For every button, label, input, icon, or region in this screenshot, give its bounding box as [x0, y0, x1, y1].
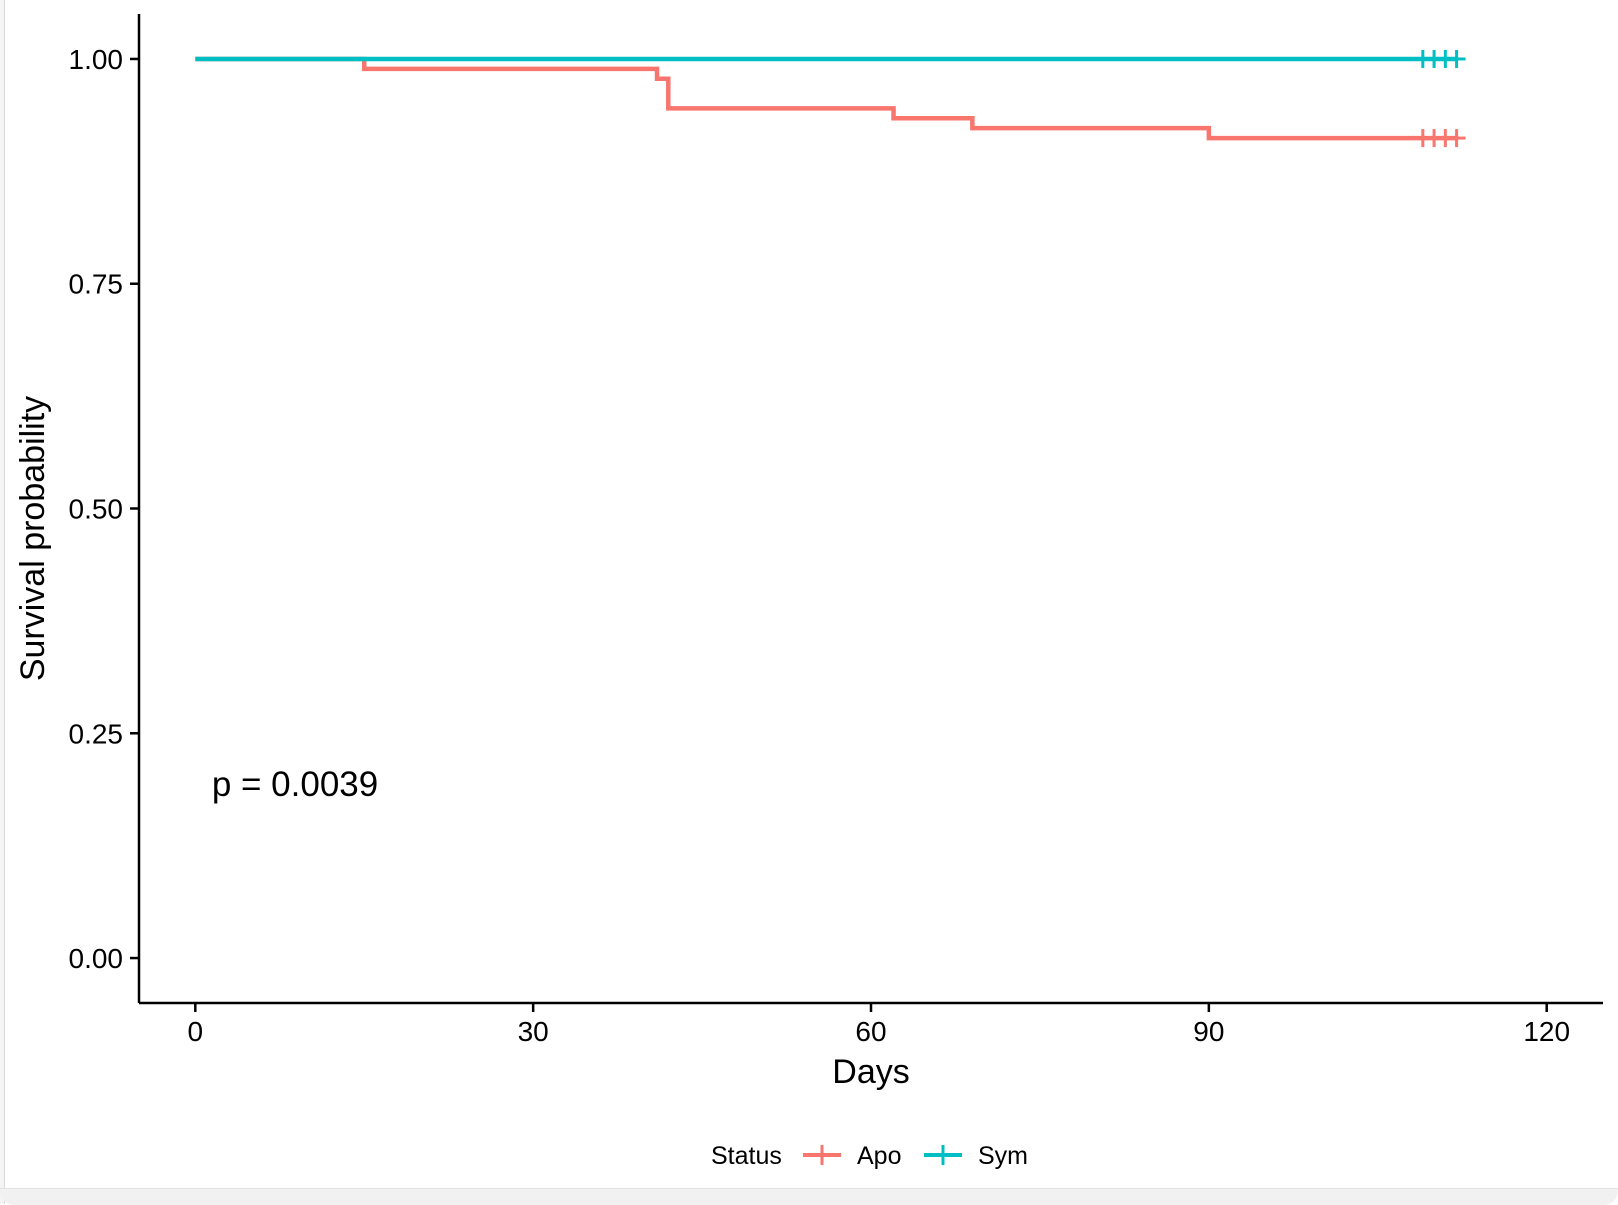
survival-curve: [195, 56, 1457, 141]
y-axis-ticks: 0.00 0.25 0.50 0.75 1.00: [69, 44, 139, 974]
p-value-annotation: p = 0.0039: [212, 765, 378, 804]
x-axis-ticks: 0 30 60 90 120: [188, 1003, 1570, 1047]
legend-item-sym: Sym: [924, 1142, 1028, 1170]
legend-label: Apo: [857, 1142, 901, 1170]
x-tick-label: 30: [518, 1016, 549, 1047]
series-layer: [195, 49, 1466, 148]
series-apo: [195, 56, 1466, 148]
y-tick-label: 0.75: [69, 269, 124, 300]
legend: Status Apo Sym: [711, 1142, 1028, 1170]
axes: [137, 14, 1603, 1005]
x-tick-label: 90: [1193, 1016, 1224, 1047]
y-axis-title: Survival probability: [14, 396, 52, 681]
legend-label: Sym: [978, 1142, 1028, 1170]
window-bottom-edge: [0, 1188, 1618, 1205]
x-tick-label: 120: [1523, 1016, 1570, 1047]
legend-item-apo: Apo: [803, 1142, 901, 1170]
y-tick-label: 1.00: [69, 44, 124, 75]
series-sym: [195, 49, 1466, 68]
x-axis-title: Days: [832, 1053, 909, 1091]
background-window-edge: [0, 0, 5, 1204]
legend-title: Status: [711, 1142, 782, 1170]
x-tick-label: 60: [855, 1016, 886, 1047]
y-tick-label: 0.50: [69, 494, 124, 525]
y-tick-label: 0.00: [69, 943, 124, 974]
x-tick-label: 0: [188, 1016, 204, 1047]
y-tick-label: 0.25: [69, 718, 124, 749]
legend-items: Apo Sym: [803, 1142, 1028, 1170]
